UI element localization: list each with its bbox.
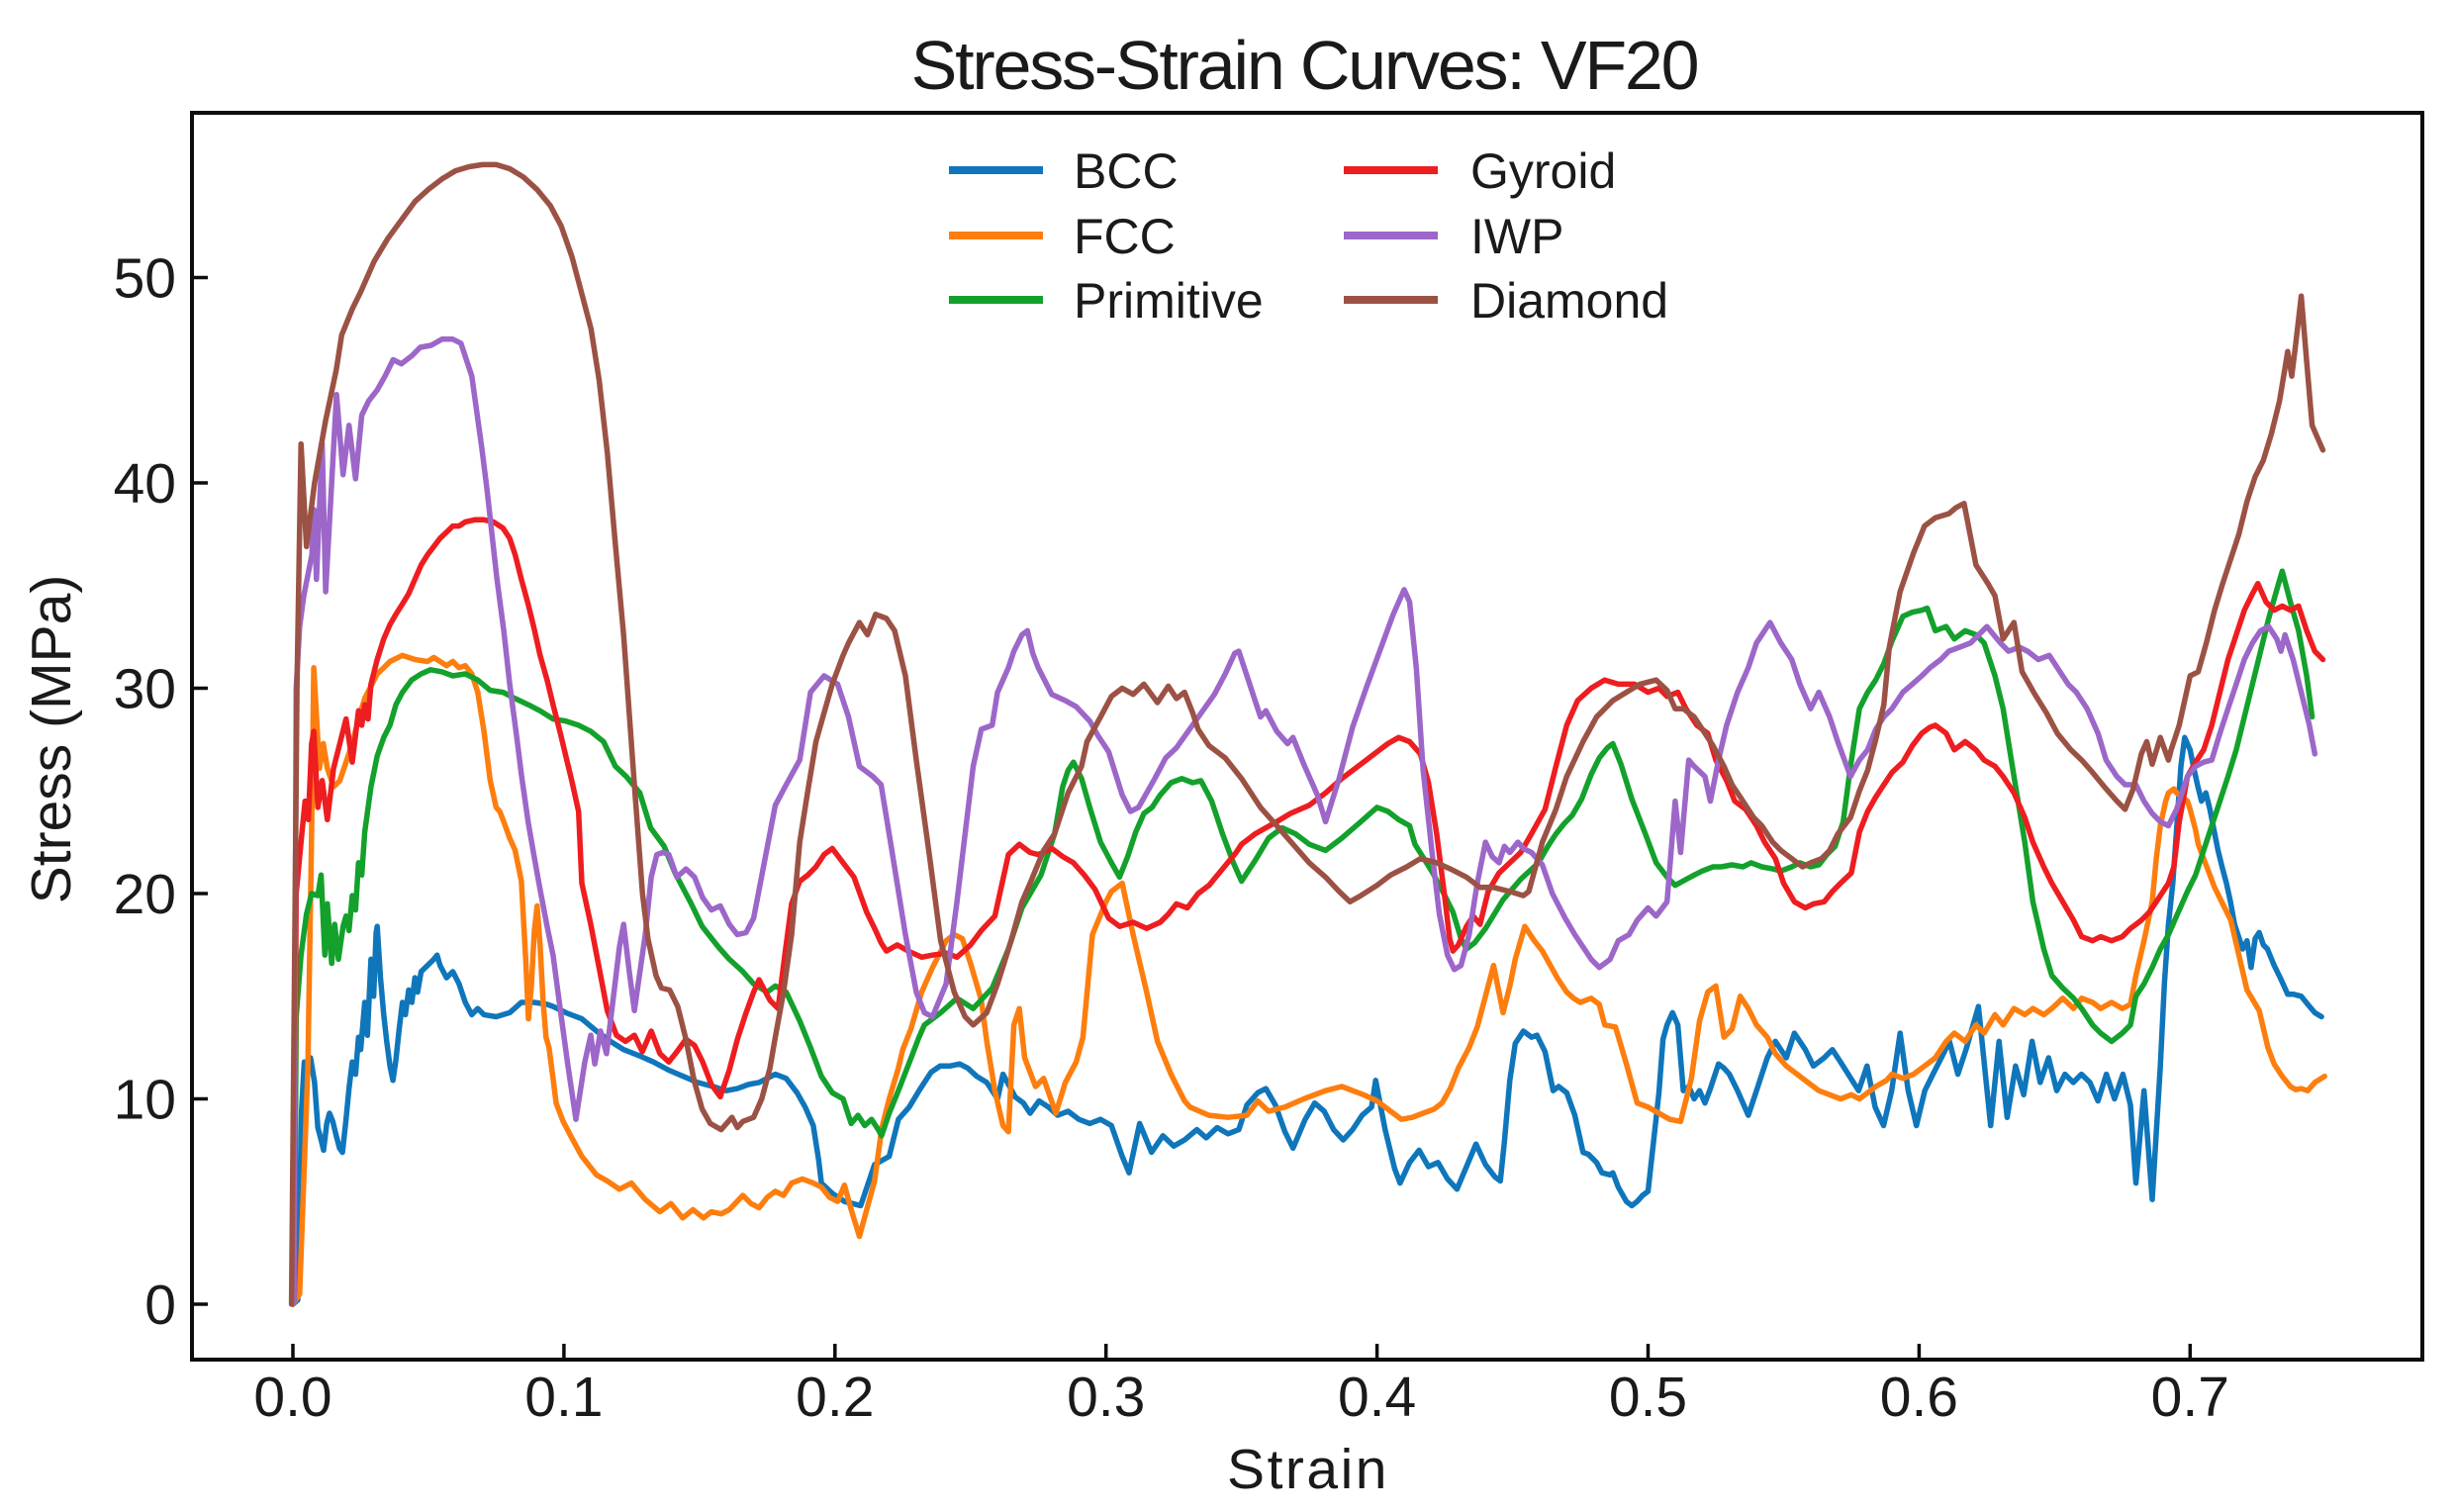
- svg-text:0.3: 0.3: [1067, 1366, 1145, 1429]
- svg-text:Gyroid: Gyroid: [1470, 143, 1616, 199]
- svg-text:10: 10: [114, 1069, 176, 1132]
- svg-text:0.6: 0.6: [1880, 1366, 1958, 1429]
- svg-text:Stress-Strain Curves: VF20: Stress-Strain Curves: VF20: [911, 27, 1698, 104]
- svg-text:BCC: BCC: [1074, 143, 1179, 199]
- svg-text:0.4: 0.4: [1338, 1366, 1416, 1429]
- svg-text:0.0: 0.0: [253, 1366, 331, 1429]
- svg-text:Diamond: Diamond: [1470, 273, 1668, 329]
- svg-text:0: 0: [144, 1274, 176, 1337]
- svg-text:Primitive: Primitive: [1074, 273, 1264, 329]
- svg-text:40: 40: [114, 452, 176, 516]
- svg-text:0.5: 0.5: [1609, 1366, 1687, 1429]
- svg-text:30: 30: [114, 658, 176, 721]
- svg-text:50: 50: [114, 247, 176, 311]
- svg-text:0.2: 0.2: [796, 1366, 874, 1429]
- svg-text:0.7: 0.7: [2151, 1366, 2229, 1429]
- svg-text:IWP: IWP: [1470, 209, 1563, 264]
- svg-text:Stress (MPa): Stress (MPa): [20, 575, 83, 904]
- svg-text:Strain: Strain: [1227, 1438, 1389, 1501]
- svg-text:FCC: FCC: [1074, 209, 1176, 264]
- svg-text:20: 20: [114, 863, 176, 926]
- svg-text:0.1: 0.1: [524, 1366, 603, 1429]
